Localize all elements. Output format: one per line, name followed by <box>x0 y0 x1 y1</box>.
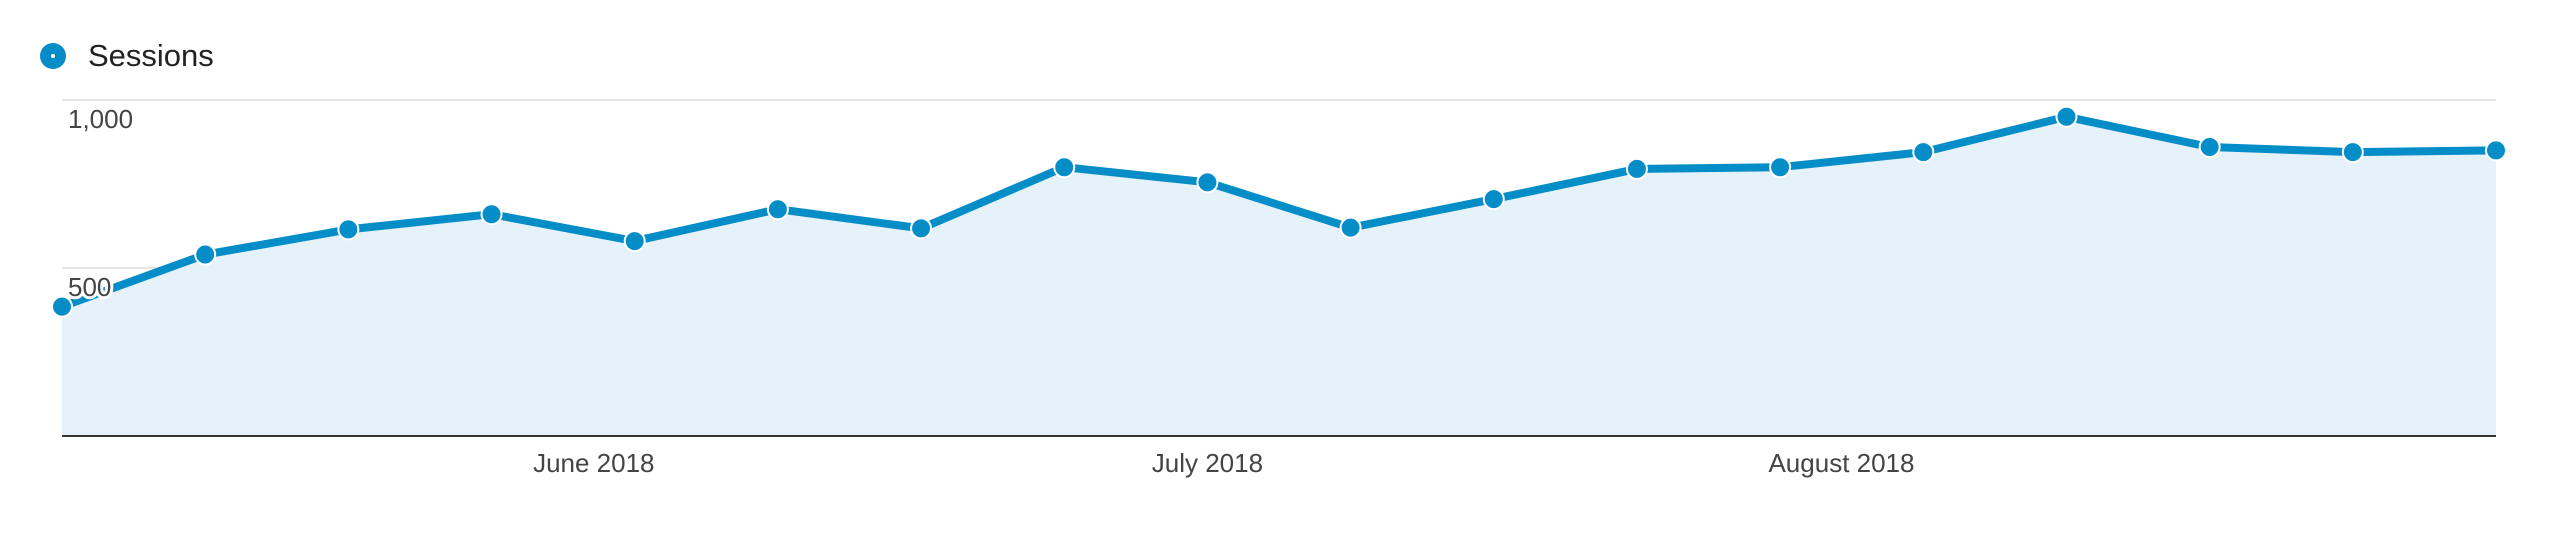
data-point-15[interactable] <box>2198 136 2221 159</box>
data-point-9[interactable] <box>1339 216 1362 239</box>
data-point-5[interactable] <box>766 198 789 221</box>
y-tick-label-0: 1,000 <box>68 104 133 134</box>
x-tick-label-1: July 2018 <box>1152 448 1263 478</box>
data-point-4[interactable] <box>623 230 646 253</box>
legend-marker <box>40 43 66 69</box>
chart-legend[interactable]: Sessions <box>40 34 214 78</box>
data-point-3[interactable] <box>480 203 503 226</box>
data-point-1[interactable] <box>194 243 217 266</box>
sessions-area <box>62 116 2496 437</box>
data-point-14[interactable] <box>2055 105 2078 128</box>
data-points <box>51 105 2507 318</box>
legend-label-sessions: Sessions <box>88 38 214 73</box>
data-point-16[interactable] <box>2341 141 2364 164</box>
sessions-line <box>60 112 2497 311</box>
data-point-10[interactable] <box>1482 188 1505 211</box>
data-point-6[interactable] <box>910 217 933 240</box>
x-tick-label-0: June 2018 <box>533 448 654 478</box>
x-tick-label-2: August 2018 <box>1768 448 1914 478</box>
data-point-7[interactable] <box>1053 156 1076 179</box>
x-axis-ticks: June 2018 July 2018 August 2018 <box>533 448 1914 478</box>
data-point-2[interactable] <box>337 218 360 241</box>
data-point-12[interactable] <box>1769 156 1792 179</box>
data-point-0[interactable] <box>51 295 73 318</box>
y-tick-label-1: 500 <box>68 272 111 302</box>
data-point-11[interactable] <box>1625 157 1648 180</box>
data-point-8[interactable] <box>1196 171 1219 194</box>
y-axis-ticks: 1,000 500 <box>65 101 136 305</box>
data-point-13[interactable] <box>1912 141 1935 164</box>
data-point-17[interactable] <box>2485 139 2507 162</box>
